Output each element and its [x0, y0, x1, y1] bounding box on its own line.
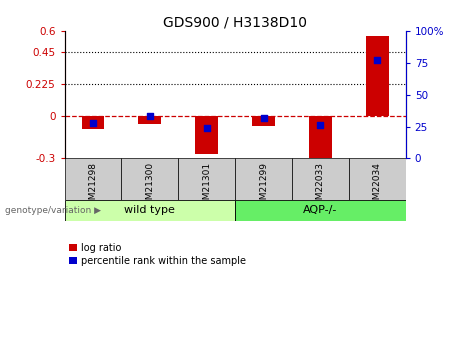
Bar [138, 116, 161, 125]
Point [373, 58, 381, 63]
Bar [121, 158, 178, 200]
Text: GSM22033: GSM22033 [316, 162, 325, 211]
Bar [65, 200, 235, 221]
Point [146, 114, 154, 119]
Point [203, 125, 210, 130]
Bar [195, 116, 218, 154]
Bar [235, 158, 292, 200]
Title: GDS900 / H3138D10: GDS900 / H3138D10 [163, 16, 307, 30]
Bar [178, 158, 235, 200]
Bar [82, 116, 104, 129]
Bar [309, 116, 332, 160]
Bar [252, 116, 275, 126]
Text: wild type: wild type [124, 205, 175, 215]
Text: GSM21299: GSM21299 [259, 162, 268, 211]
Point [317, 122, 324, 128]
Legend: log ratio, percentile rank within the sample: log ratio, percentile rank within the sa… [70, 243, 246, 266]
Text: GSM22034: GSM22034 [373, 162, 382, 210]
Text: GSM21298: GSM21298 [89, 162, 97, 211]
Bar [349, 158, 406, 200]
Bar [65, 158, 121, 200]
Text: genotype/variation ▶: genotype/variation ▶ [5, 206, 100, 215]
Point [89, 120, 97, 126]
Point [260, 115, 267, 120]
Bar [235, 200, 406, 221]
Bar [366, 36, 389, 116]
Text: AQP-/-: AQP-/- [303, 205, 337, 215]
Text: GSM21300: GSM21300 [145, 162, 154, 211]
Bar [292, 158, 349, 200]
Text: GSM21301: GSM21301 [202, 162, 211, 211]
